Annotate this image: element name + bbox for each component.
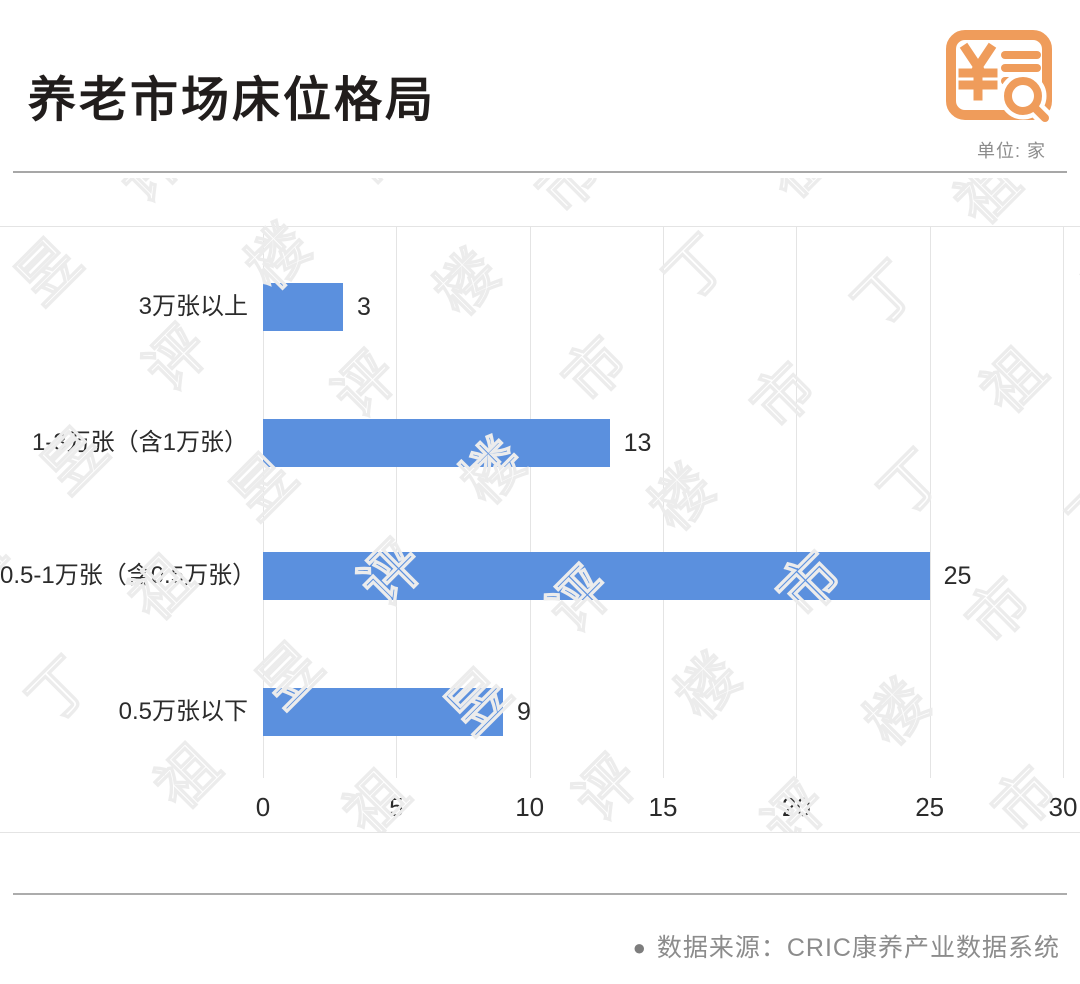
gridline [796,227,798,778]
header-divider [13,171,1067,173]
yuan-report-search-icon [946,30,1054,126]
x-tick-label: 25 [915,792,945,822]
gridline [529,227,531,778]
bar-category-label: 0.5万张以下 [118,698,248,725]
bar [263,419,610,467]
x-tick-label: 0 [255,792,271,822]
bar-category-label: 0.5-1万张（含0.5万张） [0,562,257,589]
x-tick-label: 30 [1048,792,1078,822]
bar-category-label: 3万张以上 [138,293,248,320]
bar-value-label: 9 [517,698,531,726]
x-tick-label: 15 [648,792,678,822]
x-tick-label: 20 [781,792,811,822]
bar-category-label: 1-3万张（含1万张） [31,429,248,456]
plot-top-border [0,226,1080,227]
bar-value-label: 25 [943,562,972,590]
plot-bottom-border [0,832,1080,833]
gridline [663,227,664,778]
bar [263,688,503,736]
bullet-icon: ● [632,935,647,960]
x-tick-label: 10 [515,792,545,822]
footer-divider [13,893,1067,895]
bar [263,283,343,331]
unit-label: 单位: 家 [976,141,1046,161]
bar-value-label: 3 [357,293,371,321]
bar [263,552,930,600]
data-source-text: 数据来源：CRIC康养产业数据系统 [656,934,1060,962]
bar-value-label: 13 [623,429,652,457]
gridline [929,227,931,778]
data-source: ● 数据来源：CRIC康养产业数据系统 [633,928,1060,964]
page-title: 养老市场床位格局 [28,72,437,128]
x-tick-label: 5 [389,792,404,822]
gridline [1063,227,1064,778]
gridline [396,227,398,778]
gridline [263,227,264,778]
